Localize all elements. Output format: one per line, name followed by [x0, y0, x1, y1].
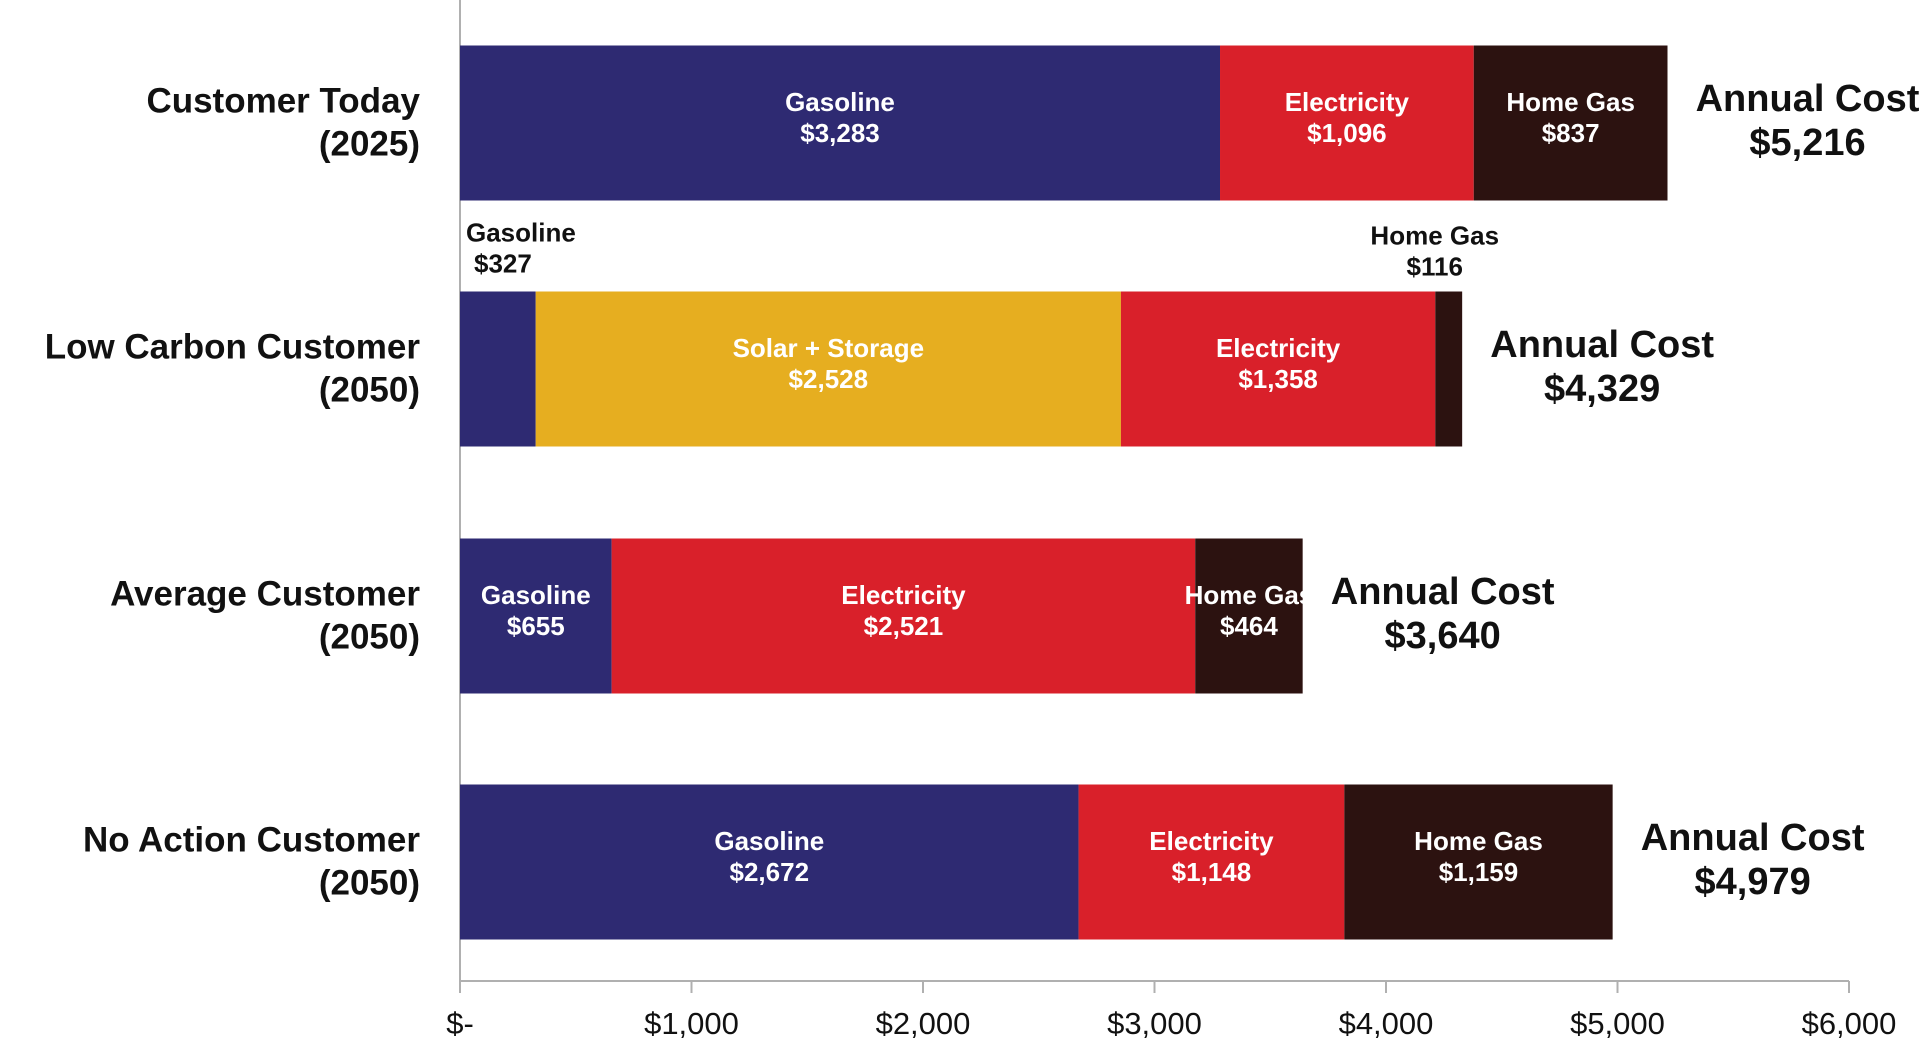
- annual-cost-title: Annual Cost: [1641, 817, 1865, 859]
- series-name: Electricity: [841, 580, 966, 610]
- label-line: Customer Today: [146, 82, 420, 121]
- bar-segment: [1435, 291, 1463, 447]
- segment-label: Gasoline $327: [466, 218, 576, 279]
- x-tick-label: $5,000: [1570, 1006, 1665, 1041]
- annual-cost-value: $5,216: [1749, 122, 1865, 164]
- bar-segment: [535, 291, 1121, 447]
- value-label: $1,096: [1307, 118, 1387, 148]
- segment-label: Gasoline $3,283: [785, 87, 895, 148]
- x-tick-label: $3,000: [1107, 1006, 1202, 1041]
- annual-cost-title: Annual Cost: [1331, 571, 1555, 613]
- segment-label: Home Gas $837: [1506, 87, 1635, 148]
- value-label: $2,528: [789, 364, 869, 394]
- annual-cost: Annual Cost $3,640: [1331, 571, 1555, 657]
- series-name: Home Gas: [1506, 87, 1635, 117]
- label-line: No Action Customer: [83, 821, 420, 860]
- bar-segment: [460, 784, 1079, 940]
- series-name: Electricity: [1285, 87, 1410, 117]
- x-tick-label: $1,000: [644, 1006, 739, 1041]
- segment-label: Electricity $2,521: [841, 580, 966, 641]
- bar-segment: [611, 538, 1196, 694]
- annual-cost: Annual Cost $5,216: [1696, 78, 1920, 164]
- label-line: (2050): [319, 618, 420, 657]
- x-tick-label: $2,000: [876, 1006, 971, 1041]
- annual-cost: Annual Cost $4,329: [1490, 324, 1714, 410]
- label-line: Low Carbon Customer: [45, 328, 421, 367]
- series-name: Home Gas: [1414, 826, 1543, 856]
- series-name: Gasoline: [466, 218, 576, 248]
- label-line: Average Customer: [110, 575, 420, 614]
- series-name: Gasoline: [785, 87, 895, 117]
- annual-cost: Annual Cost $4,979: [1641, 817, 1865, 903]
- value-label: $327: [474, 249, 532, 279]
- value-label: $464: [1220, 611, 1278, 641]
- bar-segment: [460, 538, 612, 694]
- value-label: $1,358: [1238, 364, 1318, 394]
- bar-segment: [1120, 291, 1436, 447]
- series-name: Gasoline: [481, 580, 591, 610]
- series-name: Electricity: [1216, 333, 1341, 363]
- series-name: Gasoline: [714, 826, 824, 856]
- bar-segment: [460, 291, 536, 447]
- segment-label: Home Gas $1,159: [1414, 826, 1543, 887]
- label-line: (2050): [319, 371, 420, 410]
- value-label: $2,672: [730, 857, 810, 887]
- segment-label: Electricity $1,358: [1216, 333, 1341, 394]
- value-label: $1,159: [1439, 857, 1519, 887]
- segment-label: Gasoline $655: [481, 580, 591, 641]
- value-label: $655: [507, 611, 565, 641]
- x-tick-label: $6,000: [1802, 1006, 1897, 1041]
- category-label: Average Customer (2050): [110, 575, 420, 657]
- segment-label: Solar + Storage $2,528: [733, 333, 924, 394]
- bar-segment: [1195, 538, 1303, 694]
- series-name: Home Gas: [1185, 580, 1314, 610]
- value-label: $116: [1407, 252, 1463, 282]
- annual-cost-value: $4,979: [1695, 861, 1811, 903]
- category-label: Customer Today (2025): [146, 82, 420, 164]
- value-label: $3,283: [800, 118, 880, 148]
- bar-segment: [1344, 784, 1613, 940]
- segment-label: Electricity $1,148: [1149, 826, 1274, 887]
- x-tick-label: $4,000: [1339, 1006, 1434, 1041]
- bar-segment: [460, 45, 1221, 201]
- segment-label: Home Gas $464: [1185, 580, 1314, 641]
- series-name: Solar + Storage: [733, 333, 924, 363]
- bar-segment: [1220, 45, 1474, 201]
- annual-cost-value: $3,640: [1385, 615, 1501, 657]
- value-label: $837: [1542, 118, 1600, 148]
- annual-cost-value: $4,329: [1544, 368, 1660, 410]
- series-name: Home Gas: [1370, 221, 1499, 251]
- x-tick-label: $-: [446, 1006, 474, 1041]
- series-name: Electricity: [1149, 826, 1274, 856]
- segment-label: Home Gas $116: [1370, 221, 1499, 282]
- category-label: No Action Customer (2050): [83, 821, 420, 903]
- category-label: Low Carbon Customer (2050): [45, 328, 421, 410]
- annual-cost-title: Annual Cost: [1696, 78, 1920, 120]
- segment-label: Electricity $1,096: [1285, 87, 1410, 148]
- bar-segment: [1078, 784, 1345, 940]
- annual-cost-title: Annual Cost: [1490, 324, 1714, 366]
- segment-label: Gasoline $2,672: [714, 826, 824, 887]
- label-line: (2050): [319, 864, 420, 903]
- value-label: $2,521: [864, 611, 944, 641]
- bar-segment: [1473, 45, 1668, 201]
- label-line: (2025): [319, 125, 420, 164]
- value-label: $1,148: [1172, 857, 1252, 887]
